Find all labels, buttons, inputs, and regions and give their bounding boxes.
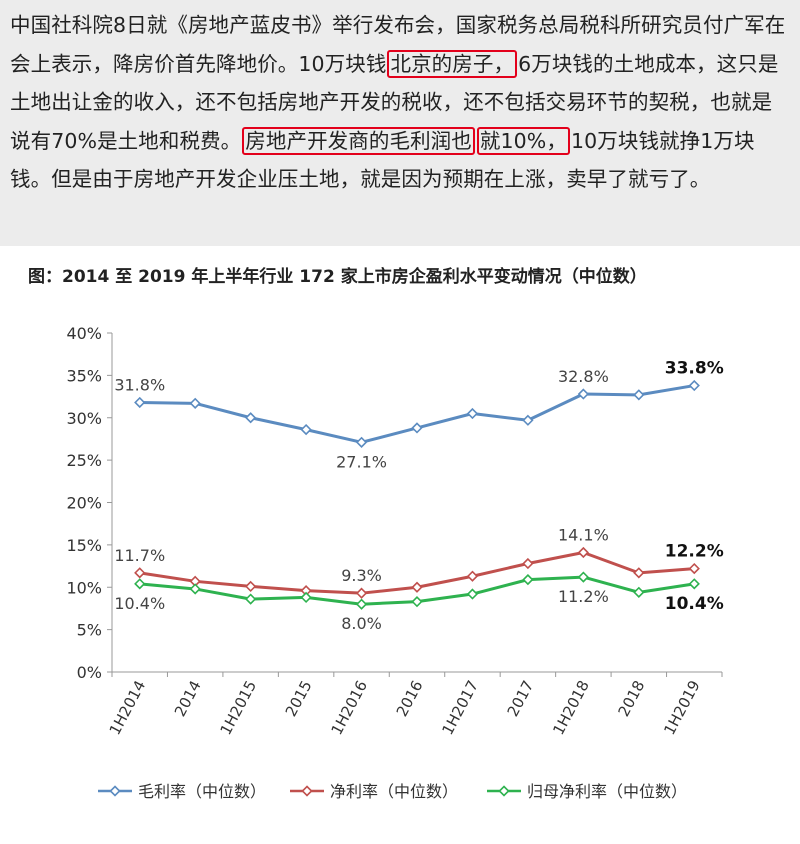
data-point xyxy=(466,407,479,420)
data-point xyxy=(355,598,368,610)
x-tick-label: 1H2019 xyxy=(660,677,704,738)
legend-label: 净利率（中位数） xyxy=(330,782,458,801)
data-point xyxy=(633,586,645,598)
data-point xyxy=(466,588,479,600)
data-point xyxy=(688,379,700,392)
article-text-3: 10万块钱就挣1万块钱。但是由于房地产开发企业压土地，就是因为预期在上涨，卖早了… xyxy=(10,128,755,192)
data-point xyxy=(522,557,534,570)
x-tick-label: 1H2015 xyxy=(217,677,261,738)
data-point xyxy=(411,596,423,608)
article-panel: 中国社科院8日就《房地产蓝皮书》举行发布会，国家税务总局税科所研究员付广军在会上… xyxy=(0,0,800,246)
data-point xyxy=(300,591,312,604)
data-point xyxy=(688,578,700,590)
y-tick-label: 20% xyxy=(66,494,102,513)
data-point xyxy=(300,423,312,436)
y-tick-label: 40% xyxy=(66,324,102,343)
data-label: 14.1% xyxy=(558,526,609,545)
data-point xyxy=(189,583,201,595)
data-point xyxy=(522,414,534,426)
x-tick-label: 2016 xyxy=(393,677,427,719)
highlight-developer-margin: 房地产开发商的毛利润也 xyxy=(242,126,475,155)
x-tick-label: 2015 xyxy=(282,677,316,719)
data-label: 9.3% xyxy=(341,566,382,585)
y-tick-label: 5% xyxy=(77,621,102,640)
y-tick-label: 30% xyxy=(66,409,102,428)
article-paragraph: 中国社科院8日就《房地产蓝皮书》举行发布会，国家税务总局税科所研究员付广军在会上… xyxy=(10,6,790,199)
data-label: 31.8% xyxy=(114,375,165,394)
y-tick-label: 25% xyxy=(66,451,102,470)
article-text-1: 中国社科院8日就《房地产蓝皮书》举行发布会，国家税务总局税科所研究员付广军在会上… xyxy=(10,13,786,76)
data-label: 10.4% xyxy=(114,594,165,613)
legend-swatch-marker xyxy=(109,785,121,797)
x-tick-label: 1H2016 xyxy=(327,677,371,738)
data-point xyxy=(134,396,146,409)
x-tick-label: 1H2018 xyxy=(549,677,593,738)
data-label: 11.2% xyxy=(558,587,609,606)
series-line-0 xyxy=(139,384,695,444)
data-point xyxy=(466,570,479,582)
x-tick-label: 1H2014 xyxy=(106,677,150,738)
chart-container: 图：2014 至 2019 年上半年行业 172 家上市房企盈利水平变动情况（中… xyxy=(0,246,800,840)
legend-swatch-marker xyxy=(498,785,510,797)
highlight-ten-percent: 就10%， xyxy=(476,126,570,155)
data-point xyxy=(577,388,589,400)
x-tick-label: 2018 xyxy=(615,677,649,719)
data-point xyxy=(245,580,257,593)
data-point xyxy=(245,412,257,424)
data-label: 10.4% xyxy=(665,594,724,614)
y-tick-label: 0% xyxy=(77,663,102,682)
data-point xyxy=(134,567,146,579)
line-chart: 0% 5% 10% 15% 20% 25% 30% 35% 40% 1H2014 2014 1H201… xyxy=(66,324,724,801)
data-label: 12.2% xyxy=(665,542,724,562)
x-tick-label: 2014 xyxy=(171,677,205,719)
x-tick-label: 2017 xyxy=(504,677,538,719)
data-point xyxy=(245,593,257,605)
highlight-beijing-house: 北京的房子， xyxy=(387,49,518,78)
data-point xyxy=(577,571,589,583)
data-point xyxy=(577,546,589,559)
data-label: 33.8% xyxy=(665,359,724,379)
data-point xyxy=(189,397,201,409)
data-label: 32.8% xyxy=(558,367,609,386)
data-point xyxy=(522,573,534,586)
article-text-2: 6万块钱的土地成本，这只是土地出让金的收入，还不包括房地产开发的税收，还不包括交… xyxy=(10,51,779,153)
legend-swatch-marker xyxy=(301,785,313,797)
legend-label: 毛利率（中位数） xyxy=(138,782,266,801)
data-point xyxy=(411,581,423,593)
data-point xyxy=(633,567,645,579)
data-point xyxy=(134,578,146,590)
y-tick-label: 10% xyxy=(66,578,102,597)
data-label: 27.1% xyxy=(336,452,387,471)
data-label: 8.0% xyxy=(341,614,382,633)
data-label: 11.7% xyxy=(114,546,165,565)
data-point xyxy=(688,562,700,575)
legend-label: 归母净利率（中位数） xyxy=(527,782,687,801)
y-tick-label: 35% xyxy=(66,366,102,385)
data-point xyxy=(355,436,368,448)
data-point xyxy=(633,389,645,401)
x-tick-label: 1H2017 xyxy=(438,677,482,738)
chart-title: 图：2014 至 2019 年上半年行业 172 家上市房企盈利水平变动情况（中… xyxy=(28,267,647,287)
data-point xyxy=(411,422,423,434)
data-point xyxy=(355,587,368,599)
y-tick-label: 15% xyxy=(66,536,102,555)
